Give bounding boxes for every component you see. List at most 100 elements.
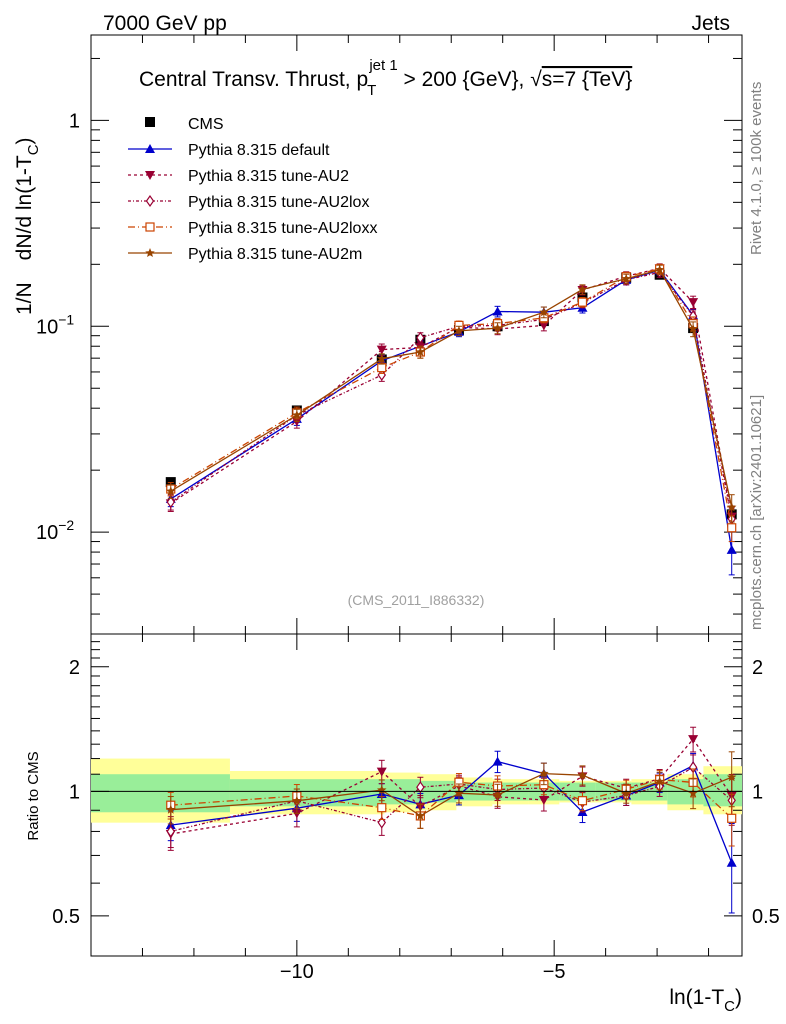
chart-title-sup: jet 1 xyxy=(368,57,397,74)
ratio-point-pythia-8-315-tune-au2m xyxy=(292,795,302,805)
x-tick-label: −10 xyxy=(280,961,314,983)
series-point-pythia-8-315-tune-au2loxx xyxy=(727,523,737,533)
ratio-point-pythia-8-315-default xyxy=(726,857,737,867)
header-process-label: Jets xyxy=(691,12,730,35)
tick-label-base: 10 xyxy=(36,522,58,544)
ratio-point-pythia-8-315-tune-au2m xyxy=(492,789,503,800)
chart-title-prefix: Central Transv. Thrust, p xyxy=(139,68,368,91)
ratio-y-tick-label: 2 xyxy=(69,657,80,679)
series-point-pythia-8-315-tune-au2 xyxy=(538,321,549,331)
series-point-pythia-8-315-tune-au2m xyxy=(654,264,665,274)
main-series-layer xyxy=(165,263,737,576)
legend-label-pythia-8-315-tune-au2lox: Pythia 8.315 tune-AU2lox xyxy=(188,194,369,211)
ratio-point-pythia-8-315-tune-au2 xyxy=(688,735,699,745)
ratio-point-pythia-8-315-tune-au2m xyxy=(577,770,588,780)
main-ylabel-norm: 1/N xyxy=(13,282,36,315)
series-point-pythia-8-315-tune-au2m xyxy=(688,324,698,334)
series-point-pythia-8-315-tune-au2m xyxy=(166,486,176,496)
series-point-pythia-8-315-tune-au2loxx xyxy=(577,297,588,307)
main-y-tick-label: 1 xyxy=(69,110,80,132)
ratio-axis-ticks: −10 −5 0.5 0.5 1 1 2 2 xyxy=(52,633,780,983)
legend-label-pythia-8-315-tune-au2m: Pythia 8.315 tune-AU2m xyxy=(188,246,362,263)
ratio-point-pythia-8-315-tune-au2m xyxy=(539,768,549,778)
ratio-point-pythia-8-315-tune-au2m xyxy=(415,810,426,820)
chart-title-middle: > 200 {GeV}, xyxy=(398,68,531,91)
x-axis-label-main: ln(1-T xyxy=(669,986,724,1009)
legend-marker-cms xyxy=(145,117,155,127)
series-point-pythia-8-315-tune-au2lox xyxy=(166,496,175,509)
ratio-point-pythia-8-315-tune-au2loxx xyxy=(577,796,588,806)
main-axis-ticks: 10−210−11 xyxy=(36,35,742,634)
tick-label-base: 10 xyxy=(36,316,58,338)
ratio-point-pythia-8-315-tune-au2m xyxy=(654,776,665,786)
ratio-y-tick-label-right: 2 xyxy=(752,657,763,679)
series-point-pythia-8-315-tune-au2m xyxy=(415,347,426,357)
ratio-point-pythia-8-315-tune-au2lox xyxy=(416,781,425,794)
ratio-point-pythia-8-315-tune-au2m xyxy=(454,788,464,798)
series-point-pythia-8-315-tune-au2loxx xyxy=(377,362,387,373)
legend-marker-pythia-8-315-tune-au2loxx xyxy=(145,222,155,232)
ratio-point-pythia-8-315-tune-au2 xyxy=(376,767,387,777)
ratio-band-green xyxy=(91,774,230,813)
legend: CMS Pythia 8.315 default Pythia 8.315 tun… xyxy=(128,116,377,263)
ratio-y-tick-label: 0.5 xyxy=(52,906,80,928)
series-point-pythia-8-315-tune-au2m xyxy=(539,307,549,317)
ratio-point-pythia-8-315-tune-au2lox xyxy=(377,816,386,829)
series-point-pythia-8-315-tune-au2m xyxy=(454,325,464,335)
main-y-tick-label: 10−1 xyxy=(36,311,74,338)
ratio-series-layer xyxy=(165,726,737,914)
series-point-pythia-8-315-tune-au2lox xyxy=(416,331,425,344)
ratio-line-pythia-8-315-tune-au2loxx xyxy=(170,778,733,819)
chart-title-s: s=7 {TeV} xyxy=(542,68,633,91)
x-axis-label: ln(1-TC) xyxy=(669,986,742,1015)
ratio-point-pythia-8-315-tune-au2loxx xyxy=(727,813,737,823)
series-point-pythia-8-315-tune-au2 xyxy=(688,298,699,308)
series-point-pythia-8-315-default xyxy=(726,544,737,554)
ratio-line-pythia-8-315-default xyxy=(170,760,733,863)
series-point-pythia-8-315-tune-au2m xyxy=(292,410,302,420)
legend-marker-pythia-8-315-default xyxy=(145,144,155,153)
chart-title-sqrt: √ xyxy=(530,68,542,91)
series-line-pythia-8-315-tune-au2m xyxy=(170,269,733,508)
ratio-point-pythia-8-315-tune-au2m xyxy=(166,804,176,814)
main-y-tick-label: 10−2 xyxy=(36,517,74,544)
legend-label-pythia-8-315-tune-au2: Pythia 8.315 tune-AU2 xyxy=(188,168,349,185)
cms-data-point xyxy=(165,477,176,488)
series-point-pythia-8-315-tune-au2m xyxy=(377,353,387,363)
series-point-pythia-8-315-default xyxy=(492,306,503,316)
legend-label-cms: CMS xyxy=(188,116,224,133)
chart-title-sub: T xyxy=(367,82,376,99)
ratio-line-pythia-8-315-tune-au2 xyxy=(170,738,733,835)
ratio-point-pythia-8-315-tune-au2m xyxy=(688,788,698,798)
tick-label-exp: −2 xyxy=(58,517,74,533)
main-ylabel-deriv: dN/d ln(1-T xyxy=(13,155,36,260)
header-collision-label: 7000 GeV pp xyxy=(103,12,227,35)
chart-title: Central Transv. Thrust, pTjet 1 > 200 {G… xyxy=(139,57,632,99)
ratio-point-pythia-8-315-tune-au2lox xyxy=(166,825,175,838)
legend-marker-pythia-8-315-tune-au2 xyxy=(145,171,155,180)
main-ylabel-end: ) xyxy=(13,137,36,144)
ratio-y-tick-label-right: 0.5 xyxy=(752,906,780,928)
series-line-pythia-8-315-default xyxy=(170,269,733,551)
mcplots-url-label: mcplots.cern.ch [arXiv:2401.10621] xyxy=(748,395,765,630)
legend-label-pythia-8-315-tune-au2loxx: Pythia 8.315 tune-AU2loxx xyxy=(188,220,377,237)
main-ylabel: 1/N dN/d ln(1-TC) xyxy=(13,137,42,315)
series-point-pythia-8-315-tune-au2m xyxy=(726,502,737,512)
series-point-pythia-8-315-tune-au2m xyxy=(577,284,588,294)
ratio-y-tick-label-right: 1 xyxy=(752,781,763,803)
ratio-y-tick-label: 1 xyxy=(69,781,80,803)
legend-label-pythia-8-315-default: Pythia 8.315 default xyxy=(188,142,330,159)
series-point-pythia-8-315-tune-au2 xyxy=(376,345,387,355)
x-axis-label-sub: C xyxy=(724,998,735,1015)
ratio-point-pythia-8-315-tune-au2loxx xyxy=(377,803,387,813)
x-axis-label-end: ) xyxy=(735,986,742,1009)
legend-marker-pythia-8-315-tune-au2lox xyxy=(145,194,155,208)
tick-label-exp: −1 xyxy=(58,311,74,327)
ratio-point-pythia-8-315-tune-au2m xyxy=(621,788,631,798)
analysis-id-label: (CMS_2011_I886332) xyxy=(348,592,485,608)
series-point-pythia-8-315-tune-au2m xyxy=(492,323,503,333)
ratio-point-pythia-8-315-tune-au2m xyxy=(377,785,387,795)
main-ylabel-sub: C xyxy=(25,144,42,155)
